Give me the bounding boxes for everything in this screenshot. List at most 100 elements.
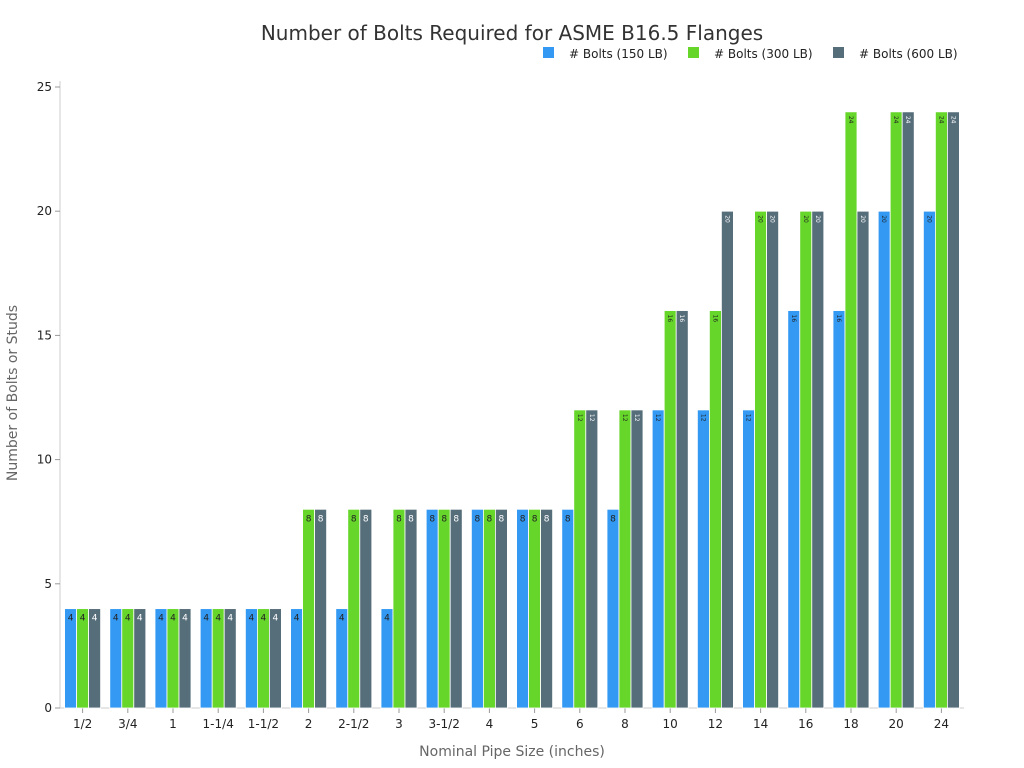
- bar[interactable]: [585, 409, 599, 709]
- data-label: 8: [351, 514, 357, 524]
- data-label: 12: [699, 414, 706, 422]
- data-label: 4: [203, 614, 209, 624]
- data-label: 8: [532, 514, 538, 524]
- bar[interactable]: [832, 310, 846, 709]
- bar[interactable]: [651, 409, 665, 709]
- x-tick-label: 4: [486, 717, 494, 731]
- bar[interactable]: [528, 508, 541, 709]
- data-label: 24: [892, 116, 899, 124]
- legend-swatch: [688, 47, 699, 58]
- data-label: 12: [576, 414, 583, 422]
- y-tick-label: 20: [37, 204, 52, 218]
- bar[interactable]: [856, 210, 870, 709]
- bar[interactable]: [787, 310, 801, 709]
- bar[interactable]: [901, 111, 915, 709]
- bar[interactable]: [482, 508, 496, 709]
- bar[interactable]: [709, 310, 722, 709]
- x-tick-label: 1-1/4: [203, 717, 234, 731]
- bars: 4 4 4 4 4 4 4 4 4 4 4 4 4 4 4 48 848 848 8 8 8 8 8 8 8 8 8 8 812 1281…: [64, 111, 960, 709]
- bar[interactable]: [449, 508, 463, 709]
- data-label: 4: [170, 614, 176, 624]
- bar[interactable]: [947, 111, 960, 709]
- data-label: 24: [949, 116, 956, 124]
- x-tick-label: 8: [621, 717, 629, 731]
- bar[interactable]: [178, 608, 192, 709]
- x-tick-label: 1: [169, 717, 177, 731]
- data-label: 8: [544, 514, 550, 524]
- y-tick-label: 15: [37, 328, 52, 342]
- x-tick-label: 12: [708, 717, 723, 731]
- data-label: 4: [249, 614, 255, 624]
- x-tick-label: 1/2: [73, 717, 92, 731]
- bar[interactable]: [630, 409, 644, 709]
- data-label: 12: [588, 414, 595, 422]
- data-label: 12: [745, 414, 752, 422]
- bar[interactable]: [923, 210, 936, 709]
- bar[interactable]: [425, 508, 439, 709]
- bar[interactable]: [561, 508, 575, 709]
- bar[interactable]: [799, 210, 813, 709]
- bar[interactable]: [697, 409, 710, 709]
- bar[interactable]: [663, 310, 677, 709]
- data-label: 4: [261, 614, 267, 624]
- bar[interactable]: [935, 111, 948, 709]
- data-label: 12: [621, 414, 628, 422]
- data-label: 20: [880, 215, 887, 223]
- bar[interactable]: [811, 210, 825, 709]
- bar[interactable]: [889, 111, 903, 709]
- data-label: 4: [137, 614, 143, 624]
- x-tick-label: 3-1/2: [429, 717, 460, 731]
- bar[interactable]: [675, 310, 689, 709]
- bar[interactable]: [742, 409, 755, 709]
- data-label: 8: [396, 514, 402, 524]
- bar[interactable]: [844, 111, 858, 709]
- legend-label: # Bolts (300 LB): [714, 47, 813, 61]
- x-tick-label: 1-1/2: [248, 717, 279, 731]
- legend: # Bolts (150 LB) # Bolts (300 LB) # Bolts …: [543, 47, 958, 61]
- bar[interactable]: [404, 508, 418, 709]
- data-label: 20: [723, 215, 730, 223]
- axes: 0 5 10 15 20 25 1/2 3/4 1 1-1/4 1-1/2 2 2-1/2 3 3-1/2 4…: [37, 80, 964, 731]
- data-label: 8: [408, 514, 414, 524]
- x-tick-label: 18: [843, 717, 858, 731]
- data-label: 8: [363, 514, 369, 524]
- bar[interactable]: [573, 409, 587, 709]
- bar[interactable]: [618, 409, 632, 709]
- bar[interactable]: [347, 508, 361, 709]
- data-label: 8: [441, 514, 447, 524]
- bar[interactable]: [494, 508, 508, 709]
- bar[interactable]: [133, 608, 147, 709]
- bar[interactable]: [606, 508, 620, 709]
- data-label: 8: [318, 514, 324, 524]
- data-label: 4: [384, 614, 390, 624]
- y-tick-label: 0: [44, 701, 52, 715]
- data-label: 24: [847, 116, 854, 124]
- bar[interactable]: [877, 210, 891, 709]
- bar[interactable]: [754, 210, 767, 709]
- data-label: 16: [678, 315, 685, 323]
- bar[interactable]: [392, 508, 406, 709]
- data-label: 8: [453, 514, 459, 524]
- y-axis-label: Number of Bolts or Studs: [5, 305, 21, 481]
- x-tick-label: 10: [663, 717, 678, 731]
- bar[interactable]: [766, 210, 779, 709]
- x-tick-label: 6: [576, 717, 584, 731]
- bar[interactable]: [437, 508, 451, 709]
- legend-swatch: [543, 47, 554, 58]
- data-label: 8: [306, 514, 312, 524]
- bar[interactable]: [88, 608, 101, 709]
- bar[interactable]: [359, 508, 373, 709]
- x-tick-label: 2: [305, 717, 313, 731]
- bar[interactable]: [470, 508, 484, 709]
- bar[interactable]: [314, 508, 328, 709]
- bar[interactable]: [302, 508, 316, 709]
- bar[interactable]: [721, 210, 734, 709]
- data-label: 20: [859, 215, 866, 223]
- bar[interactable]: [540, 508, 553, 709]
- bar[interactable]: [223, 608, 237, 709]
- data-label: 8: [520, 514, 526, 524]
- bar[interactable]: [268, 608, 282, 709]
- x-tick-label: 2-1/2: [338, 717, 369, 731]
- data-label: 4: [92, 614, 98, 624]
- bar[interactable]: [516, 508, 529, 709]
